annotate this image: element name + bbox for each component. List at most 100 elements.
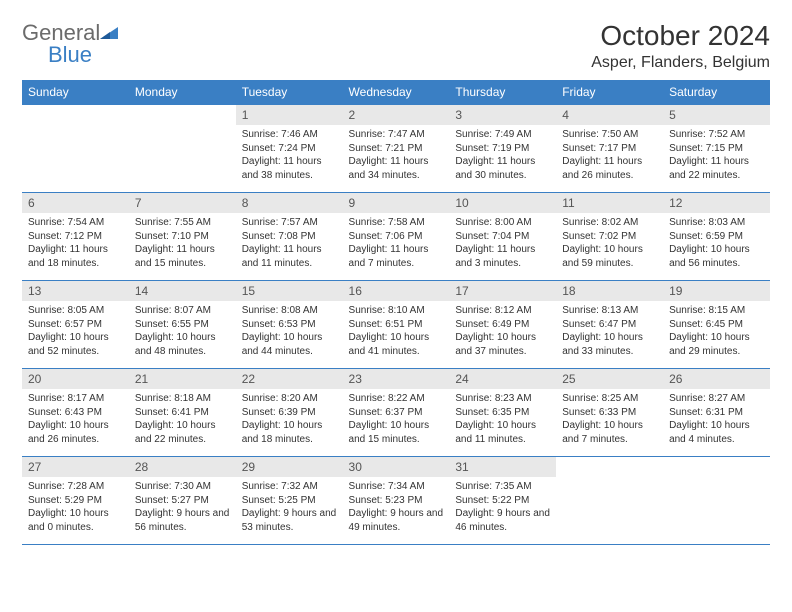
sunrise-text: Sunrise: 8:02 AM — [562, 216, 657, 230]
calendar-cell: 20 Sunrise: 8:17 AMSunset: 6:43 PMDayligh… — [22, 369, 129, 457]
day-number: 15 — [236, 281, 343, 301]
calendar-cell: 14 Sunrise: 8:07 AMSunset: 6:55 PMDayligh… — [129, 281, 236, 369]
day-body: Sunrise: 8:25 AMSunset: 6:33 PMDaylight:… — [556, 389, 663, 452]
daylight-text: Daylight: 11 hours and 15 minutes. — [135, 243, 230, 270]
calendar-cell: 8Sunrise: 7:57 AMSunset: 7:08 PMDaylight… — [236, 193, 343, 281]
day-number: 14 — [129, 281, 236, 301]
daylight-text: Daylight: 10 hours and 26 minutes. — [28, 419, 123, 446]
day-body: Sunrise: 7:49 AMSunset: 7:19 PMDaylight:… — [449, 125, 556, 188]
day-number: 5 — [663, 105, 770, 125]
sunset-text: Sunset: 6:49 PM — [455, 318, 550, 332]
sunset-text: Sunset: 7:15 PM — [669, 142, 764, 156]
sunset-text: Sunset: 5:29 PM — [28, 494, 123, 508]
calendar-cell: 19 Sunrise: 8:15 AMSunset: 6:45 PMDayligh… — [663, 281, 770, 369]
sunrise-text: Sunrise: 7:34 AM — [349, 480, 444, 494]
sunset-text: Sunset: 7:08 PM — [242, 230, 337, 244]
calendar-cell: 6Sunrise: 7:54 AMSunset: 7:12 PMDaylight… — [22, 193, 129, 281]
daylight-text: Daylight: 10 hours and 33 minutes. — [562, 331, 657, 358]
daylight-text: Daylight: 10 hours and 0 minutes. — [28, 507, 123, 534]
calendar-row: 27Sunrise: 7:28 AMSunset: 5:29 PMDayligh… — [22, 457, 770, 545]
calendar-cell — [22, 105, 129, 193]
day-number: 20 — [22, 369, 129, 389]
day-number: 30 — [343, 457, 450, 477]
sunset-text: Sunset: 7:06 PM — [349, 230, 444, 244]
sunrise-text: Sunrise: 8:22 AM — [349, 392, 444, 406]
day-body: Sunrise: 7:52 AMSunset: 7:15 PMDaylight:… — [663, 125, 770, 188]
day-number: 28 — [129, 457, 236, 477]
sunrise-text: Sunrise: 8:23 AM — [455, 392, 550, 406]
calendar-cell: 9Sunrise: 7:58 AMSunset: 7:06 PMDaylight… — [343, 193, 450, 281]
col-monday: Monday — [129, 80, 236, 105]
sunset-text: Sunset: 6:33 PM — [562, 406, 657, 420]
daylight-text: Daylight: 10 hours and 29 minutes. — [669, 331, 764, 358]
weekday-header-row: Sunday Monday Tuesday Wednesday Thursday… — [22, 80, 770, 105]
calendar-cell: 18Sunrise: 8:13 AMSunset: 6:47 PMDayligh… — [556, 281, 663, 369]
page-title: October 2024 — [591, 20, 770, 52]
sunrise-text: Sunrise: 7:32 AM — [242, 480, 337, 494]
calendar-cell: 25Sunrise: 8:25 AMSunset: 6:33 PMDayligh… — [556, 369, 663, 457]
calendar-cell: 15Sunrise: 8:08 AMSunset: 6:53 PMDayligh… — [236, 281, 343, 369]
calendar-cell: 24Sunrise: 8:23 AMSunset: 6:35 PMDayligh… — [449, 369, 556, 457]
title-block: October 2024 Asper, Flanders, Belgium — [591, 20, 770, 72]
calendar-cell — [663, 457, 770, 545]
sunrise-text: Sunrise: 7:54 AM — [28, 216, 123, 230]
day-body: Sunrise: 7:47 AMSunset: 7:21 PMDaylight:… — [343, 125, 450, 188]
daylight-text: Daylight: 10 hours and 37 minutes. — [455, 331, 550, 358]
day-body: Sunrise: 8:10 AMSunset: 6:51 PMDaylight:… — [343, 301, 450, 364]
day-number: 25 — [556, 369, 663, 389]
day-number: 8 — [236, 193, 343, 213]
day-body: Sunrise: 8:27 AMSunset: 6:31 PMDaylight:… — [663, 389, 770, 452]
day-body: Sunrise: 7:54 AMSunset: 7:12 PMDaylight:… — [22, 213, 129, 276]
sunrise-text: Sunrise: 7:46 AM — [242, 128, 337, 142]
sunset-text: Sunset: 6:43 PM — [28, 406, 123, 420]
daylight-text: Daylight: 11 hours and 26 minutes. — [562, 155, 657, 182]
calendar-row: 20Sunrise: 8:17 AMSunset: 6:43 PMDayligh… — [22, 369, 770, 457]
sunrise-text: Sunrise: 7:57 AM — [242, 216, 337, 230]
sunset-text: Sunset: 6:59 PM — [669, 230, 764, 244]
col-tuesday: Tuesday — [236, 80, 343, 105]
day-body: Sunrise: 8:23 AMSunset: 6:35 PMDaylight:… — [449, 389, 556, 452]
calendar-cell: 28Sunrise: 7:30 AMSunset: 5:27 PMDayligh… — [129, 457, 236, 545]
day-body: Sunrise: 7:32 AMSunset: 5:25 PMDaylight:… — [236, 477, 343, 540]
calendar-cell: 5Sunrise: 7:52 AMSunset: 7:15 PMDaylight… — [663, 105, 770, 193]
sunrise-text: Sunrise: 8:07 AM — [135, 304, 230, 318]
calendar-cell: 16Sunrise: 8:10 AMSunset: 6:51 PMDayligh… — [343, 281, 450, 369]
col-friday: Friday — [556, 80, 663, 105]
sunrise-text: Sunrise: 8:15 AM — [669, 304, 764, 318]
daylight-text: Daylight: 10 hours and 11 minutes. — [455, 419, 550, 446]
sunrise-text: Sunrise: 8:18 AM — [135, 392, 230, 406]
daylight-text: Daylight: 10 hours and 4 minutes. — [669, 419, 764, 446]
sunset-text: Sunset: 6:53 PM — [242, 318, 337, 332]
sunrise-text: Sunrise: 8:27 AM — [669, 392, 764, 406]
day-number: 19 — [663, 281, 770, 301]
day-number: 18 — [556, 281, 663, 301]
calendar-cell: 1Sunrise: 7:46 AMSunset: 7:24 PMDaylight… — [236, 105, 343, 193]
day-number: 6 — [22, 193, 129, 213]
day-body: Sunrise: 8:12 AMSunset: 6:49 PMDaylight:… — [449, 301, 556, 364]
sunrise-text: Sunrise: 8:03 AM — [669, 216, 764, 230]
daylight-text: Daylight: 11 hours and 7 minutes. — [349, 243, 444, 270]
sunrise-text: Sunrise: 8:13 AM — [562, 304, 657, 318]
sunrise-text: Sunrise: 8:00 AM — [455, 216, 550, 230]
sunset-text: Sunset: 7:02 PM — [562, 230, 657, 244]
day-number: 31 — [449, 457, 556, 477]
day-number: 7 — [129, 193, 236, 213]
sunset-text: Sunset: 7:04 PM — [455, 230, 550, 244]
calendar-row: 1Sunrise: 7:46 AMSunset: 7:24 PMDaylight… — [22, 105, 770, 193]
sunset-text: Sunset: 6:41 PM — [135, 406, 230, 420]
sunset-text: Sunset: 7:19 PM — [455, 142, 550, 156]
sunset-text: Sunset: 6:55 PM — [135, 318, 230, 332]
day-number: 24 — [449, 369, 556, 389]
calendar-cell: 2Sunrise: 7:47 AMSunset: 7:21 PMDaylight… — [343, 105, 450, 193]
calendar-cell — [129, 105, 236, 193]
day-number: 23 — [343, 369, 450, 389]
calendar-cell — [556, 457, 663, 545]
sunset-text: Sunset: 6:45 PM — [669, 318, 764, 332]
sunrise-text: Sunrise: 8:17 AM — [28, 392, 123, 406]
day-body: Sunrise: 8:22 AMSunset: 6:37 PMDaylight:… — [343, 389, 450, 452]
daylight-text: Daylight: 10 hours and 56 minutes. — [669, 243, 764, 270]
calendar-cell: 13Sunrise: 8:05 AMSunset: 6:57 PMDayligh… — [22, 281, 129, 369]
calendar-cell: 30Sunrise: 7:34 AMSunset: 5:23 PMDayligh… — [343, 457, 450, 545]
daylight-text: Daylight: 10 hours and 41 minutes. — [349, 331, 444, 358]
daylight-text: Daylight: 10 hours and 48 minutes. — [135, 331, 230, 358]
